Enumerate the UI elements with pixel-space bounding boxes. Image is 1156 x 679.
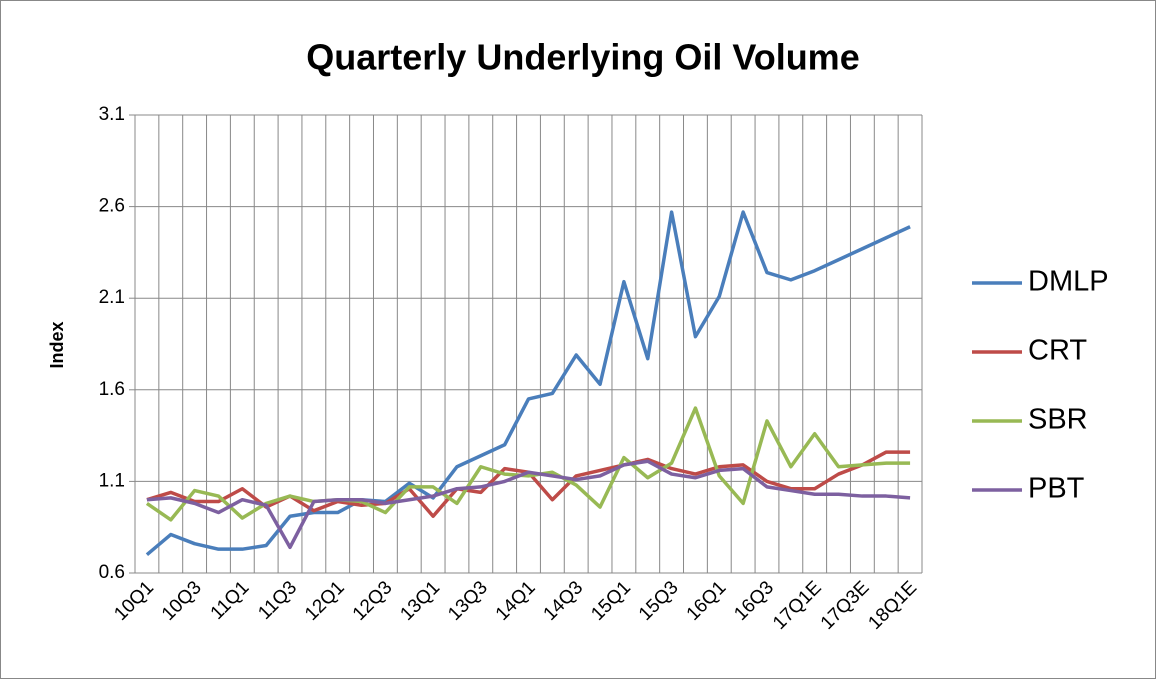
chart-title: Quarterly Underlying Oil Volume (306, 37, 859, 78)
y-axis-title: Index (47, 321, 67, 368)
legend-label: PBT (1028, 473, 1085, 505)
y-tick-label: 3.1 (99, 104, 125, 125)
y-tick-label: 1.6 (99, 379, 125, 400)
y-tick-label: 0.6 (99, 562, 125, 583)
y-tick-label: 2.1 (99, 287, 125, 308)
data-line (145, 406, 911, 522)
y-tick-label: 2.6 (99, 196, 125, 217)
legend-label: SBR (1028, 404, 1088, 436)
data-line (145, 210, 911, 557)
y-tick-label: 1.1 (99, 470, 125, 491)
legend-label: CRT (1028, 335, 1087, 367)
data-line (146, 459, 911, 550)
legend-label: DMLP (1028, 266, 1109, 298)
